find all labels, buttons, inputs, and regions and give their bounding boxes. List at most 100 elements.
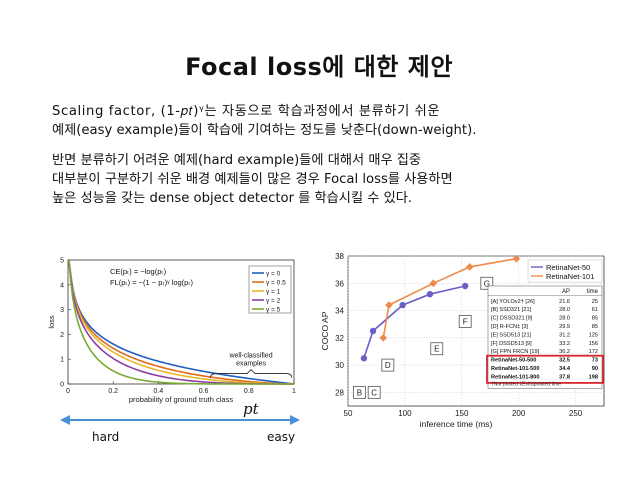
annotation-label: well-classified (228, 353, 272, 360)
paragraph-line: 대부분이 구분하기 쉬운 배경 예제들이 많은 경우 Focal loss를 사… (52, 172, 453, 187)
table-cell: [C] DSSD321 [9] (491, 316, 533, 322)
table-cell: 34.4 (559, 366, 571, 372)
paragraph-hard-examples: 반면 분류하기 어려운 예제(hard example)들에 대해서 매우 집중… (52, 151, 612, 208)
x-tick-label: 0.4 (154, 388, 164, 395)
table-cell: 29.9 (559, 324, 570, 330)
table-cell: RetinaNet-50-500 (491, 358, 536, 364)
legend-box (527, 259, 603, 283)
y-axis-label: loss (47, 315, 56, 329)
legend-label: RetinaNet-50 (546, 263, 590, 272)
x-tick-label: 0 (66, 388, 70, 395)
paragraph-line: Scaling factor, (1-𝑝𝑡)ᵞ는 자동으로 학습과정에서 분류하… (52, 104, 441, 119)
paragraph-line: 높은 성능을 갖는 dense object detector 를 학습시킬 수… (52, 191, 413, 206)
table-cell: [A] YOLOv2† [26] (491, 299, 535, 305)
legend-label: RetinaNet-101 (546, 272, 594, 281)
table-cell: 85 (592, 324, 598, 330)
series-point (426, 290, 434, 298)
series-point (369, 327, 377, 335)
hard-easy-arrow (60, 415, 300, 425)
results-table (487, 285, 603, 389)
slide-title: Focal loss에 대한 제안 (185, 53, 453, 81)
y-tick-label: 4 (60, 282, 64, 289)
annotation-label: examples (236, 361, 266, 368)
table-cell: [G] FPN FRCN [19] (491, 349, 540, 355)
table-cell: 85 (592, 316, 598, 322)
table-footnote: †Not plotted ‡Extrapolated time (491, 381, 561, 387)
table-cell: 28.0 (559, 316, 570, 322)
method-point-label: G (484, 279, 490, 288)
y-tick-label: 1 (60, 357, 64, 364)
y-tick-label: 28 (335, 388, 344, 397)
table-cell: 32.5 (559, 358, 570, 364)
y-tick-label: 32 (335, 334, 344, 343)
retinanet-highlight-box (486, 354, 604, 384)
legend-box (248, 265, 292, 314)
loss-curve (68, 259, 295, 385)
focal-loss-chart: 0 0.2 0.4 0.6 0.8 1 0 1 2 3 4 5 probability of groun… (46, 254, 306, 418)
method-point (352, 385, 366, 399)
y-axis-label: COCO AP (320, 311, 330, 350)
formula-ce: CE(pₜ) = −log(pₜ) (110, 267, 167, 276)
y-tick-label: 34 (335, 307, 344, 316)
legend-label: γ = 2 (266, 298, 281, 305)
easy-label: easy (267, 430, 296, 444)
legend-label: γ = 0 (266, 271, 281, 278)
y-tick-label: 2 (60, 332, 64, 339)
table-cell: 90 (592, 366, 598, 372)
table-cell: 172 (589, 349, 598, 355)
table-cell: 25 (592, 299, 598, 305)
method-point-label: B (357, 388, 362, 397)
y-tick-label: 3 (60, 307, 64, 314)
x-tick-label: 1 (292, 388, 296, 395)
y-tick-label: 5 (60, 258, 64, 265)
paragraph-line: 예제(easy example)들이 학습에 기여하는 정도를 낮춘다(down… (52, 123, 477, 138)
x-tick-label: 0.6 (199, 388, 209, 395)
table-cell: 125 (589, 332, 598, 338)
legend-label: γ = 0.5 (266, 280, 286, 287)
legend-label: γ = 5 (266, 307, 281, 314)
method-point-label: F (463, 317, 468, 326)
table-cell: 156 (589, 341, 598, 347)
pt-symbol: 𝑝𝑡 (243, 400, 259, 418)
table-cell: RetinaNet-101-800 (491, 374, 540, 380)
table-header: AP (562, 289, 570, 295)
x-tick-label: 200 (512, 409, 526, 418)
method-point (430, 342, 444, 356)
series-point (465, 263, 474, 271)
hard-label: hard (92, 430, 120, 444)
table-header: time (587, 289, 599, 295)
method-point-label: D (385, 361, 391, 370)
loss-curve (68, 259, 294, 385)
loss-curve (68, 259, 295, 385)
series-point (461, 282, 469, 290)
table-cell: 21.6 (559, 299, 570, 305)
table-cell: 37.8 (559, 374, 570, 380)
retinanet-speed-accuracy-chart: 28 30 32 34 36 38 50 100 150 200 250 inference time… (318, 252, 610, 438)
table-cell: 33.2 (559, 341, 570, 347)
series-point (360, 355, 368, 362)
method-point-label: C (371, 388, 377, 397)
y-tick-label: 36 (335, 279, 344, 288)
y-tick-label: 38 (335, 252, 344, 261)
annotation-brace (209, 369, 293, 378)
x-tick-label: 100 (398, 409, 412, 418)
method-point (458, 315, 472, 328)
retinanet-svg: 28 30 32 34 36 38 50 100 150 200 250 inference time… (320, 252, 605, 429)
table-cell: 28.0 (559, 307, 570, 313)
arrow-head-left (60, 415, 70, 425)
table-cell: 73 (592, 358, 598, 364)
table-cell: 36.2 (559, 349, 570, 355)
x-axis-label: inference time (ms) (420, 419, 493, 429)
x-axis-label: probability of ground truth class (129, 395, 233, 404)
method-point (381, 358, 395, 372)
table-cell: [E] SSD513 [21] (491, 332, 532, 338)
paragraph-scaling-factor: Scaling factor, (1-𝑝𝑡)ᵞ는 자동으로 학습과정에서 분류하… (52, 102, 612, 140)
x-tick-label: 0.2 (108, 388, 118, 395)
x-tick-label: 150 (455, 409, 469, 418)
table-cell: [B] SSD321 [21] (491, 307, 532, 313)
table-cell: [F] DSSD513 [9] (491, 341, 532, 347)
formula-fl: FL(pₜ) = −(1 − pₜ)ᵞ log(pₜ) (110, 278, 194, 287)
table-cell: RetinaNet-101-500 (491, 366, 540, 372)
table-cell: 198 (589, 374, 598, 380)
method-point-label: E (434, 345, 439, 354)
